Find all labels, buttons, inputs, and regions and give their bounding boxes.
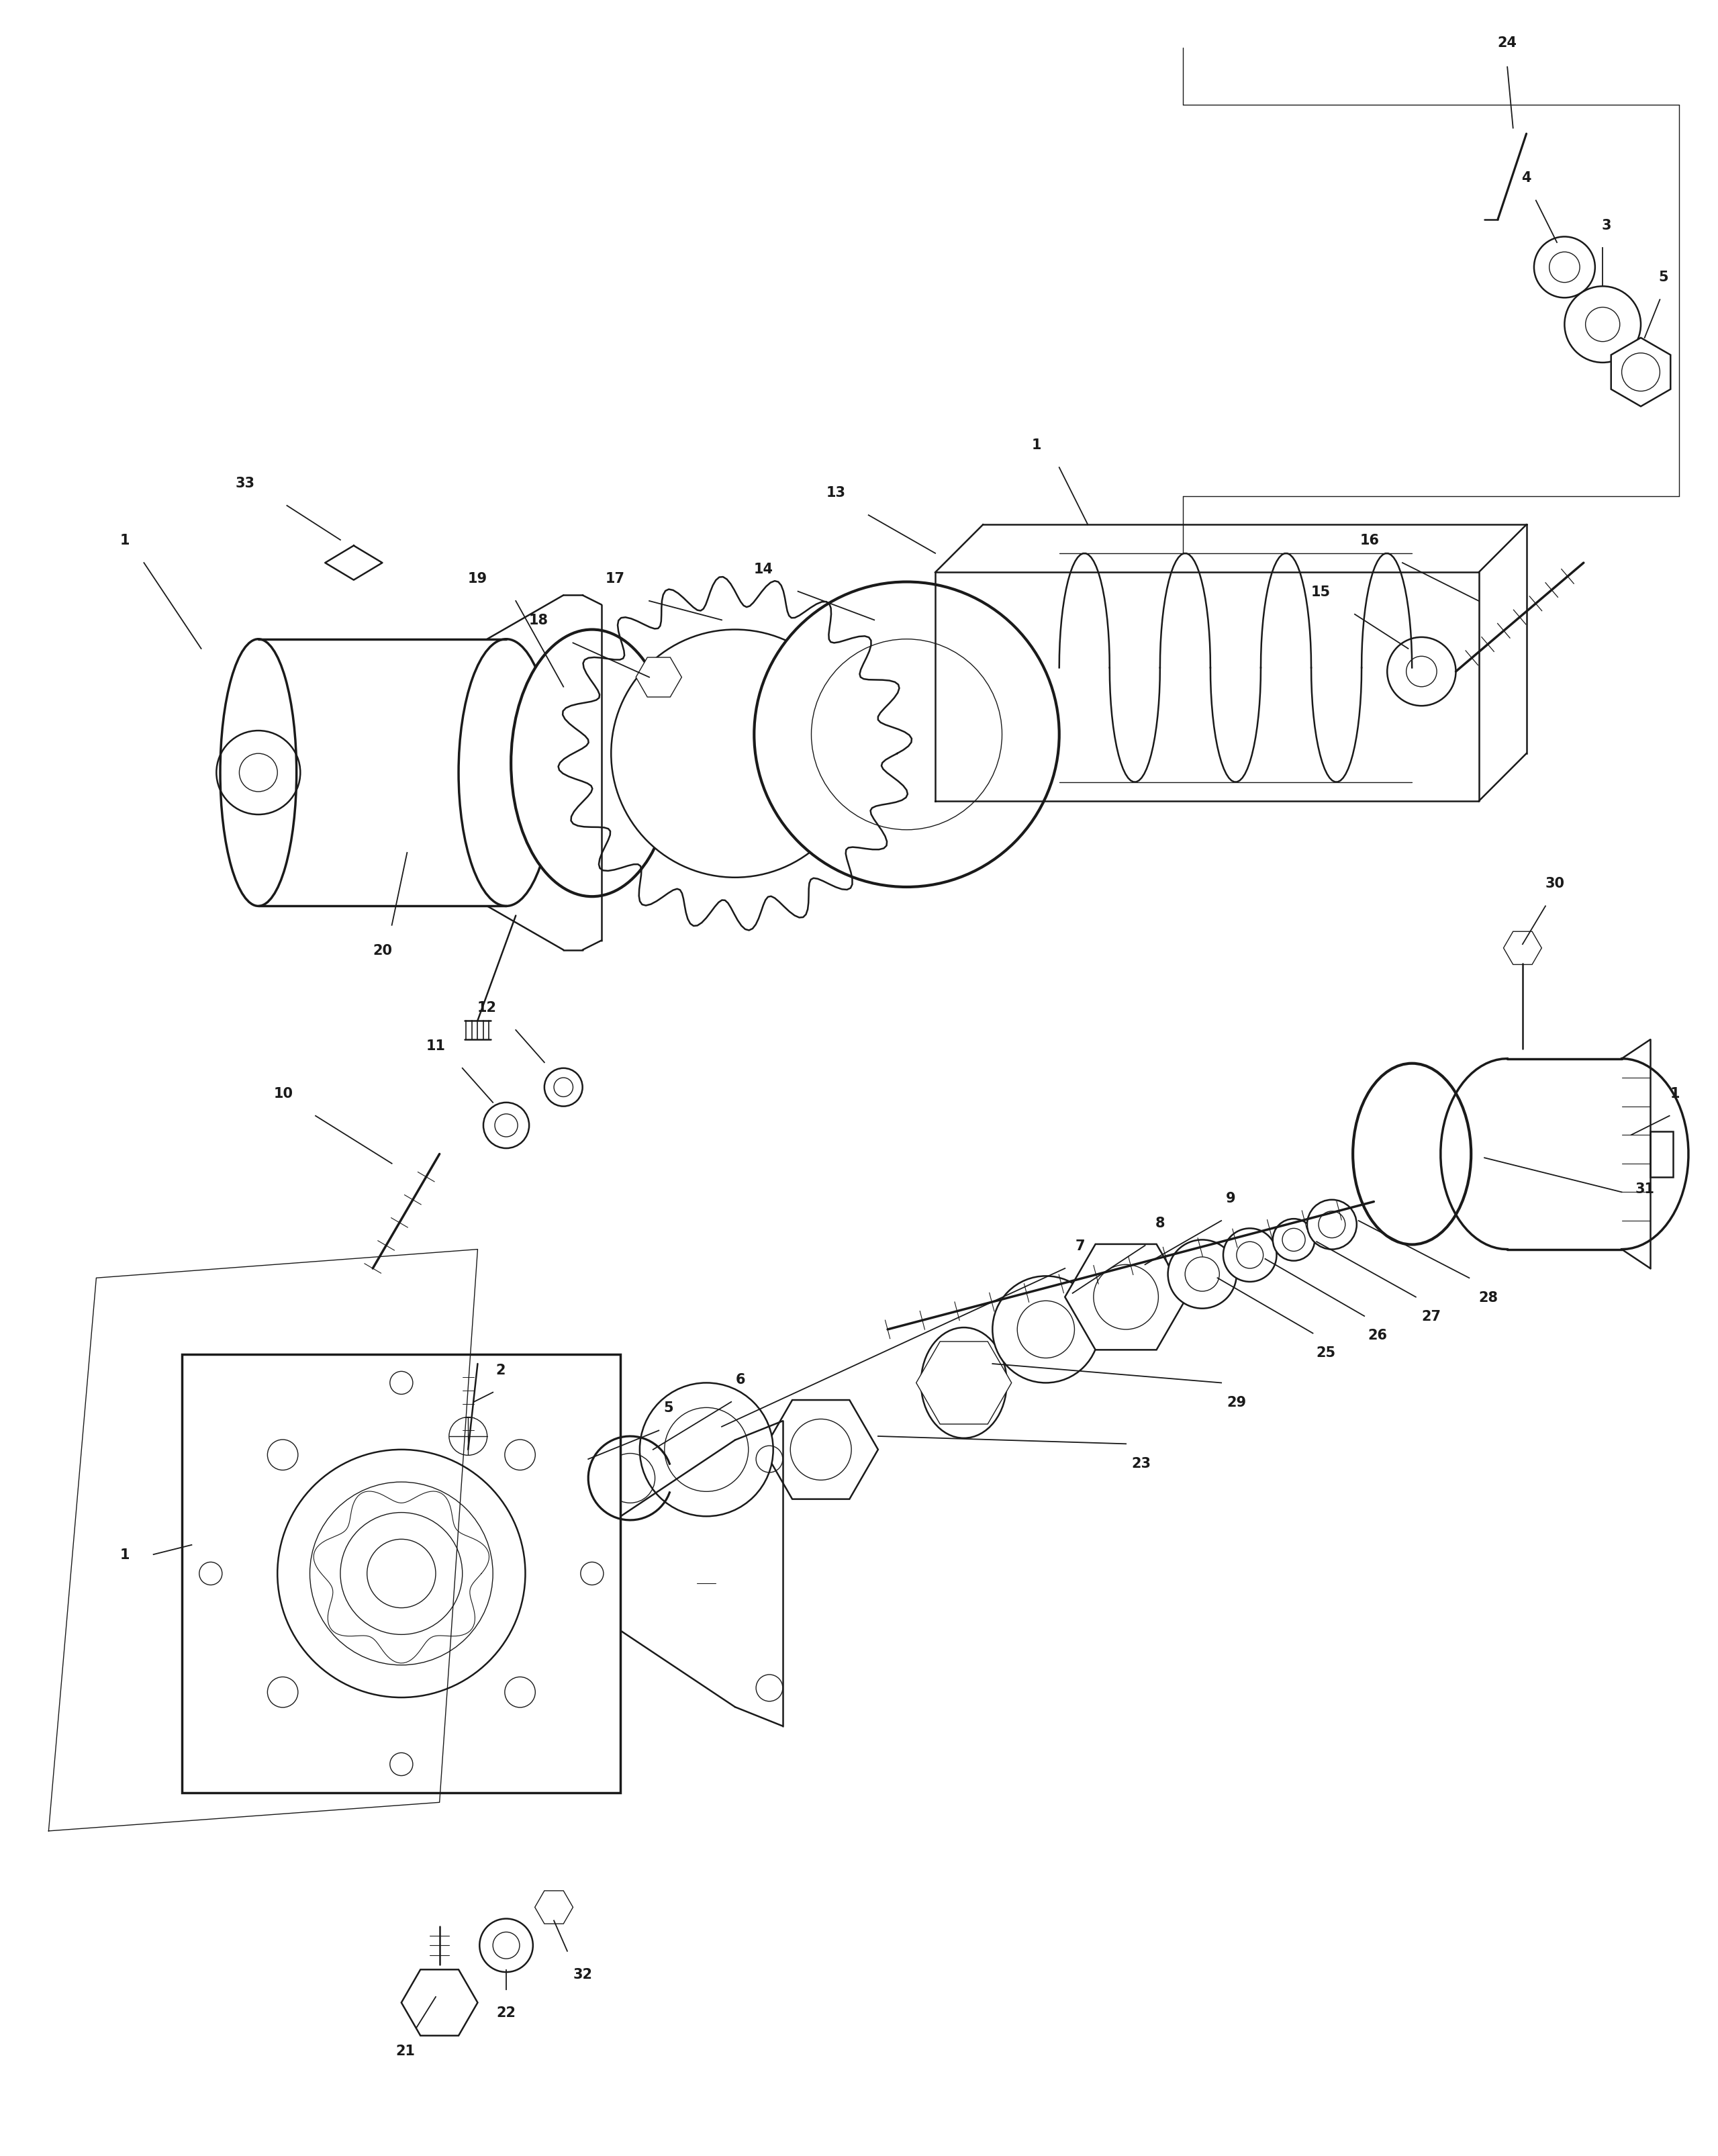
Text: 31: 31	[1636, 1181, 1654, 1194]
Text: 10: 10	[273, 1087, 292, 1100]
Text: 17: 17	[605, 571, 625, 584]
Text: 6: 6	[735, 1373, 746, 1386]
Circle shape	[1168, 1240, 1237, 1309]
Circle shape	[1565, 287, 1641, 362]
Text: 33: 33	[235, 476, 254, 489]
Text: 9: 9	[1227, 1192, 1235, 1205]
Circle shape	[545, 1069, 582, 1106]
Text: 30: 30	[1544, 877, 1565, 890]
Polygon shape	[522, 1442, 605, 1516]
Ellipse shape	[510, 630, 673, 897]
Bar	[182, 1354, 620, 1794]
Ellipse shape	[921, 1328, 1007, 1438]
Text: 15: 15	[1311, 584, 1330, 599]
Circle shape	[1273, 1218, 1314, 1261]
Text: 32: 32	[572, 1966, 593, 1981]
Polygon shape	[765, 1399, 878, 1498]
Circle shape	[277, 1449, 526, 1697]
Text: 1: 1	[1670, 1087, 1680, 1100]
Text: 28: 28	[1479, 1291, 1498, 1304]
Polygon shape	[1503, 931, 1541, 966]
Circle shape	[639, 1382, 773, 1516]
Text: 2: 2	[497, 1363, 505, 1376]
Text: 26: 26	[1368, 1328, 1388, 1341]
Text: 1: 1	[120, 1548, 131, 1561]
Circle shape	[612, 630, 859, 877]
Circle shape	[479, 1919, 533, 1973]
Bar	[1651, 1132, 1673, 1177]
Polygon shape	[1611, 338, 1670, 407]
Text: 21: 21	[395, 2044, 416, 2057]
Text: 1: 1	[120, 535, 131, 548]
Text: 23: 23	[1132, 1457, 1151, 1470]
Ellipse shape	[220, 640, 297, 906]
Polygon shape	[1065, 1244, 1187, 1350]
Text: 7: 7	[1075, 1240, 1086, 1253]
Circle shape	[483, 1102, 529, 1149]
Circle shape	[1223, 1229, 1276, 1283]
Text: 24: 24	[1498, 37, 1517, 50]
Text: 1: 1	[1031, 438, 1041, 453]
Circle shape	[1307, 1201, 1357, 1250]
Text: 13: 13	[826, 485, 845, 500]
Text: 25: 25	[1316, 1345, 1337, 1358]
Text: 20: 20	[373, 944, 392, 957]
Circle shape	[754, 582, 1060, 888]
Text: 27: 27	[1421, 1309, 1441, 1324]
Text: 29: 29	[1227, 1395, 1246, 1408]
Ellipse shape	[459, 640, 553, 906]
Text: 5: 5	[1660, 270, 1668, 285]
Text: 18: 18	[529, 614, 548, 627]
Ellipse shape	[1352, 1063, 1471, 1244]
Text: 14: 14	[754, 563, 773, 576]
Text: 12: 12	[478, 1000, 497, 1013]
Polygon shape	[636, 658, 682, 696]
Text: 3: 3	[1601, 220, 1611, 233]
Circle shape	[993, 1276, 1100, 1382]
Polygon shape	[916, 1341, 1012, 1425]
Text: 11: 11	[426, 1039, 445, 1052]
Polygon shape	[402, 1971, 478, 2035]
Text: 22: 22	[497, 2005, 515, 2018]
Circle shape	[1386, 638, 1455, 707]
Text: 19: 19	[467, 571, 488, 584]
Text: 8: 8	[1156, 1216, 1165, 1229]
Text: 5: 5	[663, 1401, 673, 1414]
Polygon shape	[534, 1891, 574, 1923]
Text: 16: 16	[1361, 535, 1380, 548]
Circle shape	[1534, 237, 1594, 298]
Circle shape	[448, 1416, 488, 1455]
Text: 4: 4	[1522, 172, 1531, 185]
